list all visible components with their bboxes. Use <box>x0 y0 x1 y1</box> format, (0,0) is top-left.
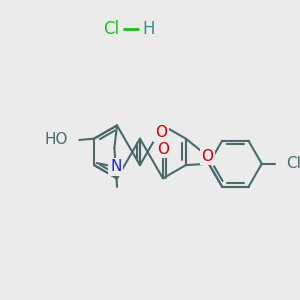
Text: O: O <box>202 149 214 164</box>
Text: O: O <box>157 142 169 157</box>
Text: N: N <box>110 160 122 175</box>
Text: O: O <box>155 125 167 140</box>
Text: HO: HO <box>44 133 68 148</box>
Text: H: H <box>142 20 155 38</box>
Text: Cl: Cl <box>286 156 300 171</box>
Text: Cl: Cl <box>103 20 120 38</box>
